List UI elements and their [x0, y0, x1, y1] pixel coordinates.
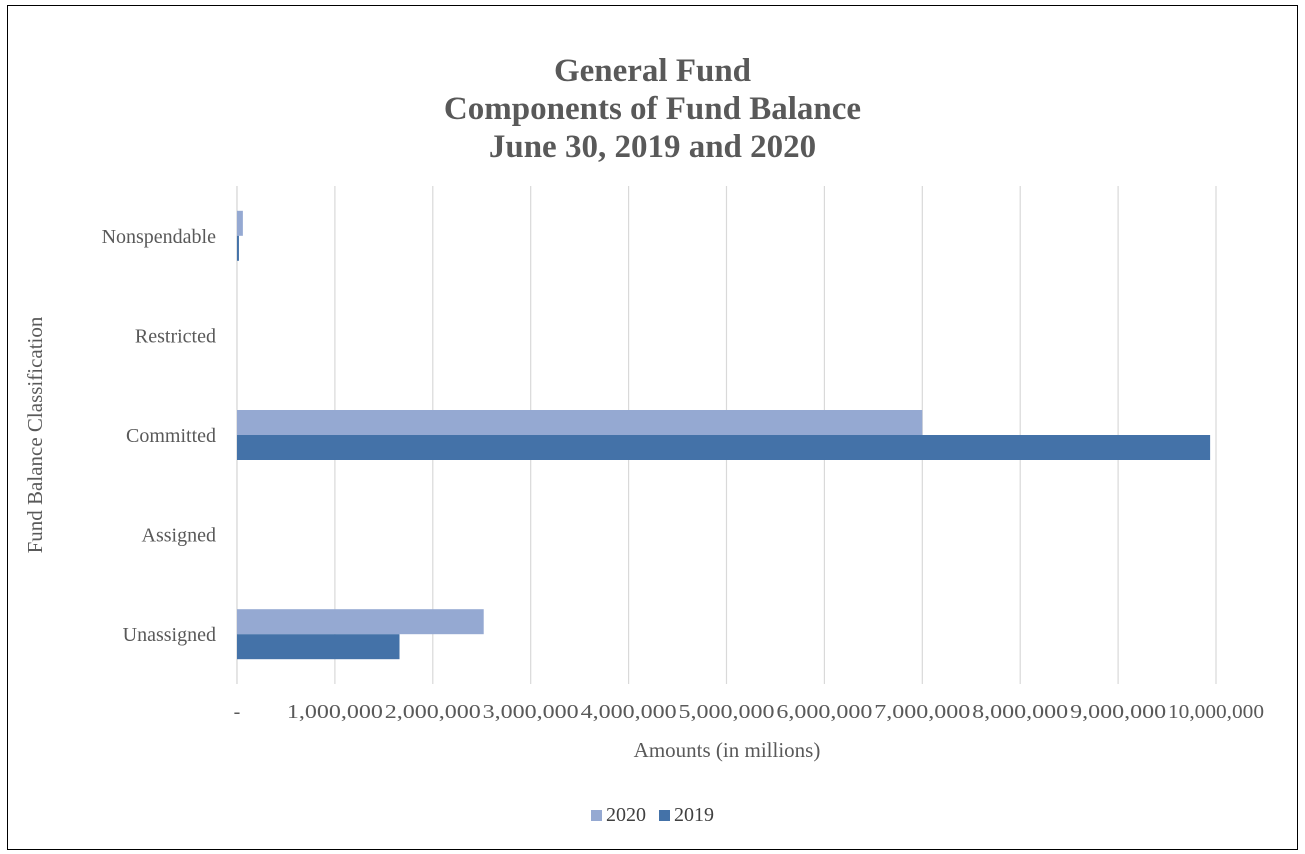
- bar-unassigned-2020: [237, 609, 484, 635]
- x-tick-label-7: 7,000,000: [874, 701, 970, 723]
- legend-label-2020: 2020: [606, 804, 646, 826]
- chart-title: General Fund Components of Fund Balance …: [0, 52, 1305, 166]
- category-label-committed: Committed: [126, 425, 216, 447]
- x-tick-label-5: 5,000,000: [679, 701, 775, 723]
- legend-item-2019: 2019: [659, 804, 714, 827]
- legend: 2020 2019: [0, 804, 1305, 827]
- x-tick-label-9: 9,000,000: [1070, 701, 1166, 723]
- x-tick-label-1: 1,000,000: [287, 701, 383, 723]
- bar-unassigned-2019: [237, 634, 400, 660]
- x-tick-labels: - 1,000,000 2,000,000 3,000,000 4,000,000 5,0…: [234, 701, 1264, 723]
- x-tick-label-6: 6,000,000: [776, 701, 872, 723]
- chart-title-line-2: Components of Fund Balance: [443, 91, 862, 127]
- x-tick-label-2: 2,000,000: [385, 701, 481, 723]
- category-label-assigned: Assigned: [142, 525, 216, 547]
- bar-nonspendable-2020: [237, 210, 243, 236]
- legend-item-2020: 2020: [591, 804, 646, 827]
- x-tick-label-0: -: [234, 701, 241, 723]
- category-label-restricted: Restricted: [135, 325, 216, 347]
- x-axis-label: Amounts (in millions): [634, 738, 821, 762]
- legend-swatch-2020: [591, 810, 602, 821]
- y-axis-label: Fund Balance Classification: [23, 316, 47, 553]
- x-tick-label-8: 8,000,000: [972, 701, 1068, 723]
- bars: [237, 210, 1211, 660]
- x-tick-label-3: 3,000,000: [483, 701, 579, 723]
- bar-committed-2019: [237, 435, 1211, 460]
- x-tick-label-4: 4,000,000: [581, 701, 677, 723]
- category-labels: Nonspendable Restricted Committed Assigned U…: [102, 226, 217, 646]
- bar-nonspendable-2019: [237, 235, 239, 261]
- x-tick-label-10: 10,000,000: [1168, 701, 1264, 723]
- category-label-unassigned: Unassigned: [123, 624, 216, 646]
- category-label-nonspendable: Nonspendable: [102, 226, 217, 248]
- chart-title-line-1: General Fund: [553, 53, 752, 89]
- legend-swatch-2019: [659, 810, 670, 821]
- legend-label-2019: 2019: [674, 804, 714, 826]
- bar-committed-2020: [237, 410, 923, 435]
- chart-title-line-3: June 30, 2019 and 2020: [488, 129, 817, 165]
